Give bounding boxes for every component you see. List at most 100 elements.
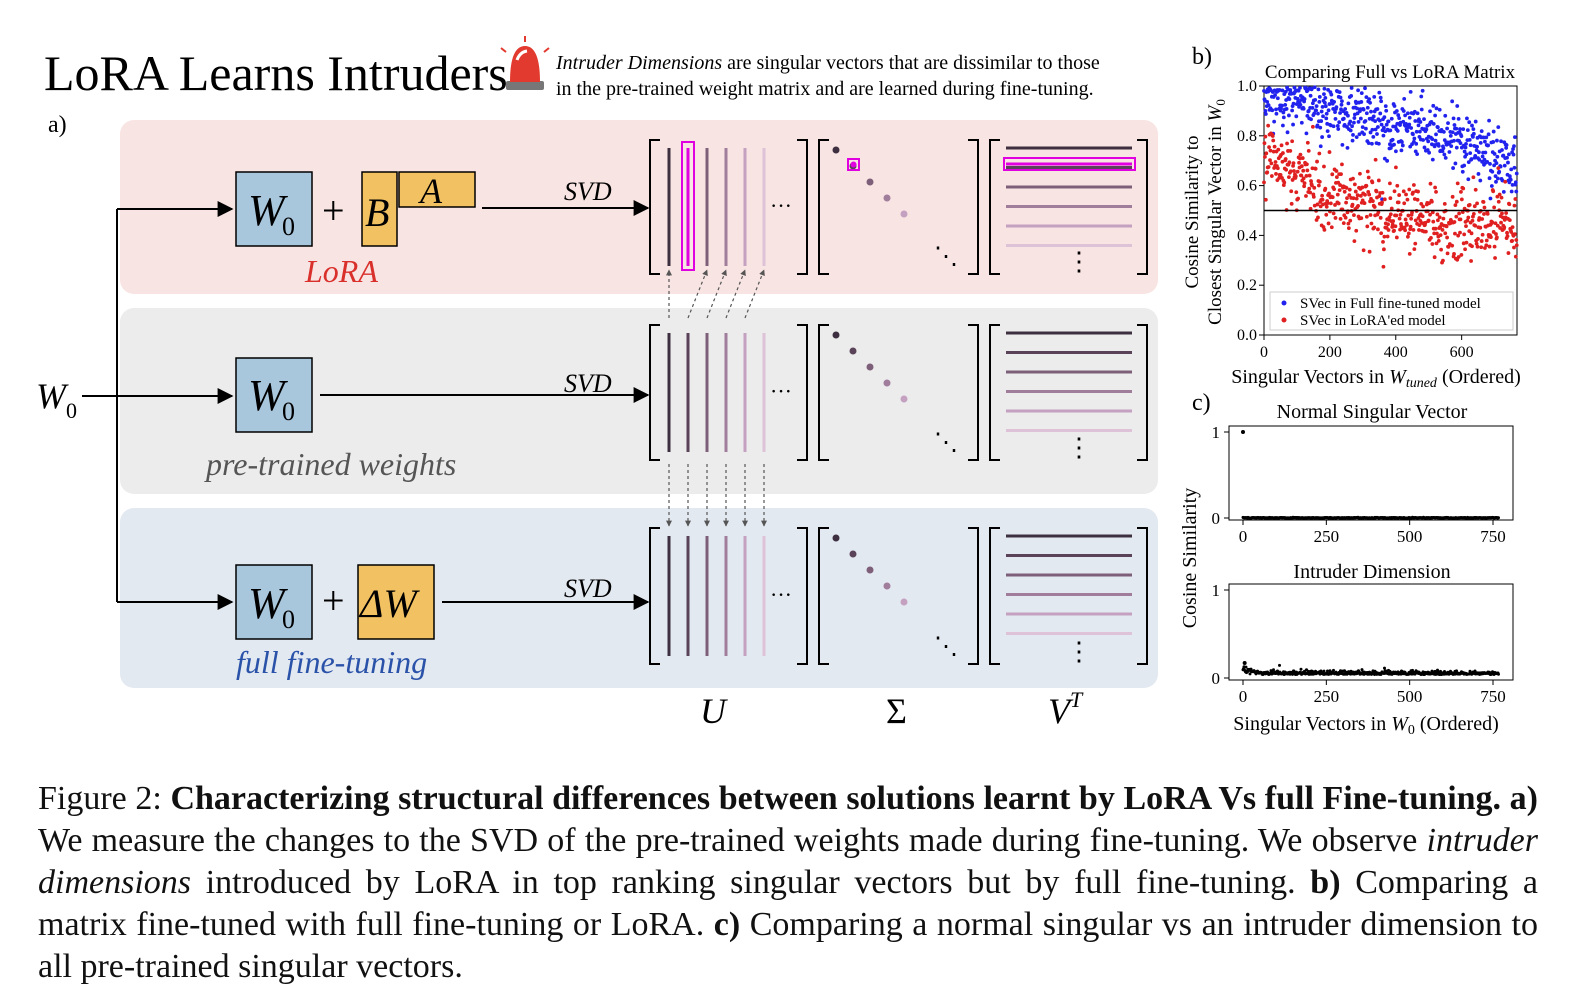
- chart-b-point-lora: [1363, 192, 1367, 197]
- chart-b-point-full: [1309, 117, 1313, 122]
- chart-b-point-full: [1377, 118, 1382, 123]
- chart-b-point-full: [1363, 86, 1367, 91]
- sigma-value-dot: [832, 331, 840, 339]
- chart-b-point-lora: [1263, 134, 1268, 139]
- chart-b-point-full: [1418, 120, 1423, 124]
- chart-b-point-full: [1335, 124, 1340, 128]
- chart-b-point-lora: [1275, 166, 1280, 171]
- chart-b-point-lora: [1419, 201, 1424, 206]
- chart-b-point-lora: [1417, 228, 1421, 232]
- chart-b-point-lora: [1346, 221, 1351, 226]
- chart-b-point-full: [1395, 129, 1400, 133]
- chart-b-point-lora: [1499, 220, 1503, 225]
- chart-b-point-full: [1476, 172, 1481, 176]
- chart-b-point-lora: [1426, 218, 1431, 223]
- chart-b-xtick-label: 600: [1450, 344, 1474, 361]
- chart-b-point-lora: [1322, 227, 1327, 232]
- banner-term: Intruder Dimensions: [555, 52, 722, 74]
- chart-b-point-lora: [1274, 172, 1278, 176]
- chart-b-point-full: [1263, 112, 1268, 116]
- banner-line-1: Intruder Dimensions are singular vectors…: [555, 52, 1100, 74]
- chart-b-point-lora: [1348, 218, 1353, 223]
- chart-b-point-full: [1290, 108, 1295, 113]
- chart-b-point-lora: [1300, 156, 1305, 160]
- chart-b-point-full: [1513, 180, 1518, 185]
- chart-b-point-full: [1473, 154, 1478, 158]
- intruder-sigma-dot: [850, 161, 857, 168]
- chart-b-point-lora: [1513, 254, 1518, 259]
- fullft-row-label: full fine-tuning: [236, 644, 427, 680]
- chart-b-point-full: [1483, 150, 1488, 155]
- chart-b-point-full: [1461, 127, 1466, 132]
- chart-b-point-full: [1415, 152, 1420, 157]
- chart-b-point-lora: [1328, 201, 1333, 206]
- chart-b-point-full: [1440, 149, 1445, 154]
- chart-b-point-lora: [1304, 162, 1309, 167]
- chart-b-point-lora: [1479, 245, 1484, 250]
- chart-b-point-lora: [1454, 199, 1459, 204]
- chart-b-point-lora: [1330, 172, 1335, 177]
- chart-b-point-lora: [1386, 222, 1390, 227]
- chart-b-point-full: [1337, 90, 1342, 95]
- chart-b-point-full: [1507, 174, 1512, 179]
- chart-b-point-lora: [1343, 215, 1348, 220]
- chart-b-point-lora: [1439, 247, 1443, 252]
- chart-b-point-lora: [1464, 240, 1469, 245]
- chart-b-point-lora: [1413, 218, 1418, 223]
- chart-point: [1299, 667, 1303, 671]
- chart-b-point-full: [1324, 116, 1329, 121]
- chart-b-point-full: [1385, 158, 1390, 163]
- sigma-bracket-left: [818, 324, 829, 461]
- chart-b-point-lora: [1289, 189, 1294, 194]
- chart-b-point-full: [1373, 119, 1378, 124]
- chart-b-point-full: [1452, 138, 1456, 143]
- chart-b-point-full: [1414, 141, 1419, 146]
- sigma-ddots: ⋱: [934, 430, 958, 456]
- chart-b-point-full: [1401, 109, 1406, 113]
- chart-b-point-lora: [1361, 248, 1366, 253]
- chart-b-point-full: [1373, 127, 1378, 132]
- chart-b-point-lora: [1287, 175, 1291, 180]
- chart-b-point-lora: [1305, 140, 1310, 145]
- chart-b-point-lora: [1324, 212, 1329, 217]
- chart-b-point-full: [1512, 144, 1516, 149]
- chart-b-point-full: [1350, 138, 1355, 143]
- chart-b-point-lora: [1480, 217, 1485, 221]
- chart-b-point-full: [1514, 189, 1519, 194]
- chart-b-point-full: [1463, 145, 1468, 150]
- chart-b-point-lora: [1374, 189, 1379, 194]
- chart-b-point-lora: [1304, 174, 1309, 178]
- chart-b-point-full: [1378, 95, 1383, 100]
- chart-b-point-full: [1270, 108, 1275, 113]
- label-VT: VT: [1048, 687, 1084, 731]
- chart-b-point-full: [1499, 139, 1503, 144]
- chart-b-point-full: [1283, 102, 1288, 107]
- chart-b-xtick-label: 0: [1260, 344, 1268, 361]
- sigma-ddots: ⋱: [934, 244, 958, 270]
- chart-point: [1497, 516, 1500, 520]
- sigma-value-dot: [866, 178, 874, 186]
- chart-b-point-lora: [1464, 224, 1468, 229]
- chart-b-legend-label-full: SVec in Full fine-tuned model: [1300, 296, 1481, 312]
- chart-b-point-lora: [1316, 215, 1320, 220]
- chart-ytick-label: 0: [1212, 669, 1221, 688]
- chart-b-point-full: [1452, 123, 1457, 127]
- chart-ytick-label: 0: [1212, 509, 1221, 528]
- chart-b-point-full: [1495, 154, 1500, 159]
- chart-b-point-full: [1281, 110, 1286, 115]
- chart-b-point-full: [1478, 141, 1483, 145]
- chart-point: [1322, 669, 1326, 673]
- vt-bracket-right: [1137, 139, 1148, 275]
- chart-b-point-lora: [1480, 232, 1485, 237]
- chart-b-point-full: [1364, 126, 1368, 131]
- chart-b-point-lora: [1288, 149, 1293, 153]
- chart-b-point-full: [1486, 143, 1491, 148]
- chart-b-point-lora: [1428, 181, 1433, 186]
- chart-b-point-full: [1430, 157, 1435, 162]
- chart-b-point-lora: [1407, 187, 1412, 192]
- sigma-value-dot: [866, 566, 874, 574]
- sigma-bracket-right: [968, 324, 979, 461]
- chart-b-point-full: [1413, 119, 1418, 123]
- chart-point: [1248, 672, 1252, 676]
- sigma-value-dot: [849, 550, 857, 558]
